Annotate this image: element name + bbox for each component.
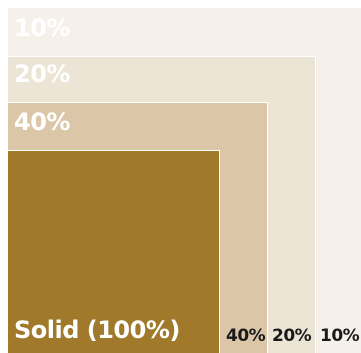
label-10-percent-bottom: 10% — [320, 326, 360, 346]
label-20-percent-bottom: 20% — [272, 326, 312, 346]
label-solid: Solid (100%) — [14, 316, 180, 344]
label-40-percent-top: 40% — [14, 108, 70, 136]
label-40-percent-bottom: 40% — [226, 326, 266, 346]
label-10-percent-top: 10% — [14, 14, 70, 42]
swatch-solid — [8, 150, 220, 353]
label-20-percent-top: 20% — [14, 60, 70, 88]
